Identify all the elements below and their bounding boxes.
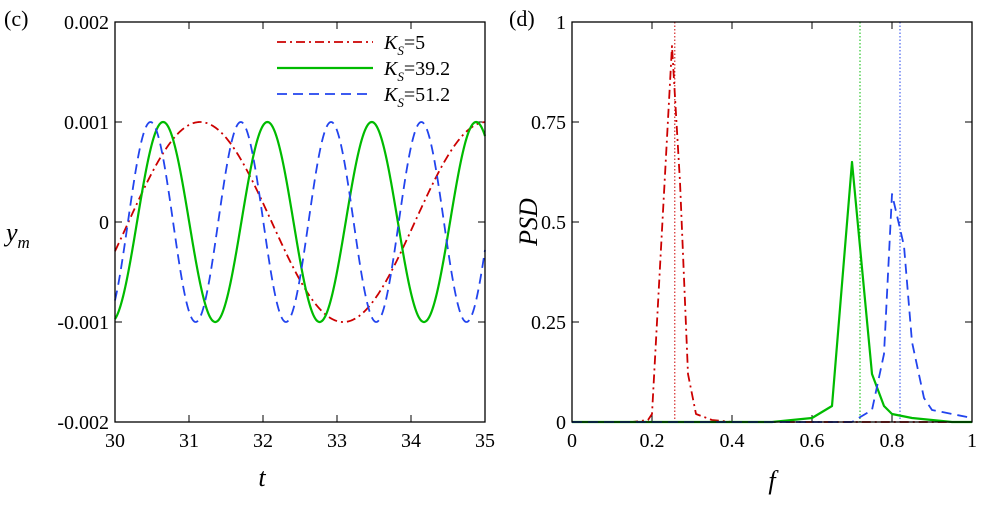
series-line-2 <box>114 121 486 323</box>
panel-c-series <box>114 120 487 324</box>
x-tick-label: 0 <box>567 430 577 452</box>
panel-d-ticks: 0 0.2 0.4 0.6 0.8 1 0 0.25 0.5 0.75 1 <box>531 12 977 452</box>
x-tick-label: 1 <box>967 430 977 452</box>
x-tick-label: 31 <box>179 430 199 452</box>
legend-label-ks5: KS=5 <box>383 32 425 58</box>
series-line-0 <box>114 121 486 323</box>
x-tick-label: 0.8 <box>880 430 905 452</box>
y-tick-label: 0 <box>556 412 566 434</box>
panel-c-legend: KS=5 KS=39.2 KS=51.2 <box>277 32 450 110</box>
psd-line-0 <box>572 45 972 423</box>
panel-c-frame <box>114 21 486 423</box>
y-tick-label: 0.002 <box>64 12 109 34</box>
x-tick-label: 34 <box>401 430 421 452</box>
panel-c: (c) 30 31 32 33 34 35-0.002-0.00100.0010.002 … <box>3 6 495 492</box>
x-tick-label: 35 <box>475 430 495 452</box>
panel-c-ylabel: ym <box>3 218 30 252</box>
panel-d-label: (d) <box>509 6 535 31</box>
panel-c-ticks: 30 31 32 33 34 35 -0.002 -0.001 0 0.001 0.002 <box>57 12 495 452</box>
psd-line-1 <box>572 160 972 424</box>
legend-label-ks51: KS=51.2 <box>383 84 450 110</box>
panel-d-xlabel: f <box>768 466 779 495</box>
y-tick-label: 0 <box>99 212 109 234</box>
x-tick-label: 0.2 <box>640 430 665 452</box>
panel-d-ylabel: PSD <box>514 198 543 247</box>
x-tick-label: 0.4 <box>720 430 745 452</box>
y-tick-label: -0.002 <box>57 412 109 434</box>
series-line-1 <box>114 120 487 324</box>
y-tick-label: 1 <box>556 12 566 34</box>
y-tick-label: 0.5 <box>541 212 566 234</box>
x-tick-label: 32 <box>253 430 273 452</box>
y-tick-label: -0.001 <box>57 312 109 334</box>
panel-c-xlabel: t <box>258 463 266 492</box>
y-tick-label: 0.001 <box>64 112 109 134</box>
panel-c-ylabel-main: y <box>3 218 18 247</box>
panel-d-series <box>572 45 973 424</box>
y-tick-label: 0.75 <box>531 112 566 134</box>
panel-d-reference-lines <box>674 22 901 422</box>
panel-d: (d) 0 0.2 0.4 0.6 0.8 1 0 0.25 0.5 0.75 1 f PSD <box>509 6 977 495</box>
x-tick-label: 30 <box>105 430 125 452</box>
psd-line-2 <box>572 193 973 423</box>
panel-c-ylabel-sub: m <box>18 233 30 252</box>
x-tick-label: 33 <box>327 430 347 452</box>
y-tick-label: 0.25 <box>531 312 566 334</box>
legend-label-ks39: KS=39.2 <box>383 58 450 84</box>
panel-c-label: (c) <box>4 6 28 31</box>
panel-d-frame <box>571 21 973 423</box>
x-tick-label: 0.6 <box>800 430 825 452</box>
